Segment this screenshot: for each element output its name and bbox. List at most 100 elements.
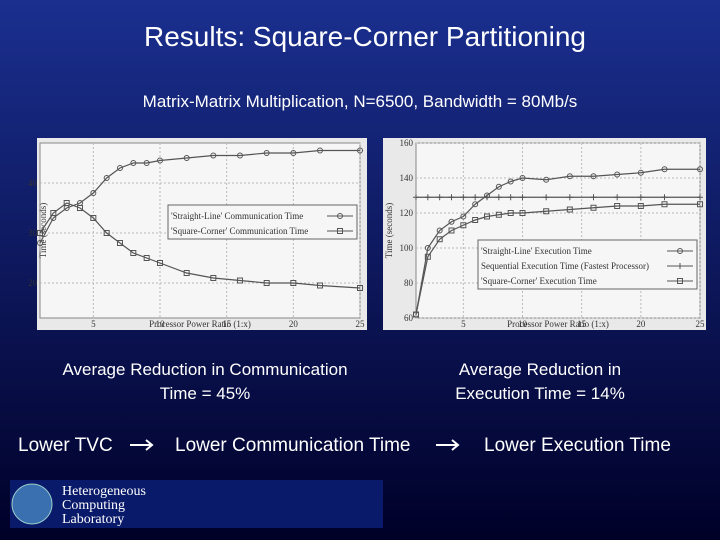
marker — [566, 173, 573, 180]
marker — [519, 194, 526, 201]
y-tick-label: 160 — [400, 138, 414, 148]
marker — [237, 152, 243, 159]
conclusion: Lower Communication Time — [175, 435, 410, 456]
legend-label: 'Square-Corner' Execution Time — [481, 276, 597, 286]
logo-globe — [11, 483, 53, 525]
marker — [519, 175, 526, 181]
marker — [90, 215, 97, 221]
marker — [77, 205, 83, 211]
legend-label: Sequential Execution Time (Fastest Proce… — [481, 261, 649, 271]
y-tick-label: 60 — [404, 313, 414, 323]
marker — [472, 194, 479, 201]
marker — [543, 176, 550, 183]
marker — [263, 280, 270, 286]
legend-label: 'Straight-Line' Communication Time — [171, 211, 303, 221]
marker — [614, 194, 621, 201]
legend-marker — [337, 213, 343, 219]
marker — [697, 166, 703, 173]
series-line — [39, 202, 361, 289]
x-tick-label: 25 — [696, 319, 706, 329]
marker — [436, 236, 443, 243]
marker — [460, 213, 467, 220]
marker — [357, 285, 363, 291]
marker — [460, 222, 467, 229]
marker — [424, 253, 431, 260]
legend-marker — [337, 228, 343, 234]
marker — [290, 280, 297, 286]
legend-marker — [677, 248, 683, 254]
marker — [130, 160, 137, 166]
marker — [90, 190, 97, 196]
marker — [637, 203, 644, 209]
marker — [210, 275, 217, 281]
marker — [143, 160, 150, 166]
marker — [290, 150, 297, 156]
marker — [183, 155, 190, 161]
marker — [507, 194, 514, 201]
marker — [50, 210, 57, 216]
marker — [317, 147, 323, 154]
legend-marker — [677, 263, 683, 269]
marker — [661, 166, 668, 173]
x-tick-label: 15 — [222, 319, 232, 329]
marker — [157, 157, 163, 164]
marker — [436, 194, 443, 201]
series-line — [415, 168, 700, 315]
marker — [637, 194, 644, 201]
logo-banner — [10, 480, 383, 528]
y-tick-label: 80 — [404, 278, 414, 288]
marker — [448, 218, 455, 225]
marker — [484, 213, 490, 220]
marker — [495, 183, 502, 190]
y-tick-label: 100 — [400, 243, 414, 253]
marker — [413, 311, 419, 318]
y-tick-label: 120 — [400, 208, 414, 218]
marker — [424, 194, 431, 201]
marker — [637, 169, 644, 176]
legend-marker — [677, 278, 683, 284]
marker — [103, 230, 110, 236]
marker — [357, 147, 363, 154]
arrow — [130, 439, 154, 451]
x-tick-label: 25 — [356, 319, 366, 329]
legend-box — [167, 204, 358, 240]
marker — [566, 194, 573, 201]
marker — [697, 194, 703, 201]
marker — [237, 277, 243, 284]
legend-label: 'Square-Corner' Communication Time — [171, 226, 308, 236]
legend-box — [477, 239, 698, 290]
marker — [424, 245, 431, 251]
logo-text: Laboratory — [62, 512, 124, 527]
slide-subtitle: Matrix-Matrix Multiplication, N=6500, Ba… — [143, 92, 578, 111]
logo-text: Heterogeneous — [62, 484, 146, 499]
marker — [495, 194, 502, 201]
marker — [143, 255, 150, 261]
x-tick-label: 10 — [518, 319, 528, 329]
x-axis-label: Processor Power Ratio (1:x) — [507, 319, 609, 329]
x-tick-label: 5 — [461, 319, 466, 329]
marker — [614, 203, 621, 209]
marker — [543, 208, 550, 215]
marker — [519, 210, 526, 216]
marker — [484, 194, 490, 201]
marker — [130, 250, 137, 256]
y-tick-label: 40 — [28, 178, 38, 188]
marker — [566, 206, 573, 213]
summary-box: Average Reduction in Execution Time = 14… — [455, 360, 625, 403]
arrow — [436, 439, 460, 451]
marker — [543, 194, 550, 201]
marker — [507, 178, 514, 185]
marker — [436, 227, 443, 234]
marker — [472, 201, 479, 208]
summary-box: Average Reduction in Communication Time … — [62, 360, 348, 403]
y-tick-label: 140 — [400, 173, 414, 183]
summary: Average Reduction in Communication Time … — [62, 360, 348, 403]
y-tick-label: 30 — [28, 228, 38, 238]
x-tick-label: 20 — [636, 319, 646, 329]
summary: Average Reduction in Execution Time = 14… — [455, 360, 625, 403]
marker — [614, 171, 621, 178]
series-line — [415, 203, 700, 315]
marker — [63, 200, 70, 206]
marker — [210, 152, 217, 159]
